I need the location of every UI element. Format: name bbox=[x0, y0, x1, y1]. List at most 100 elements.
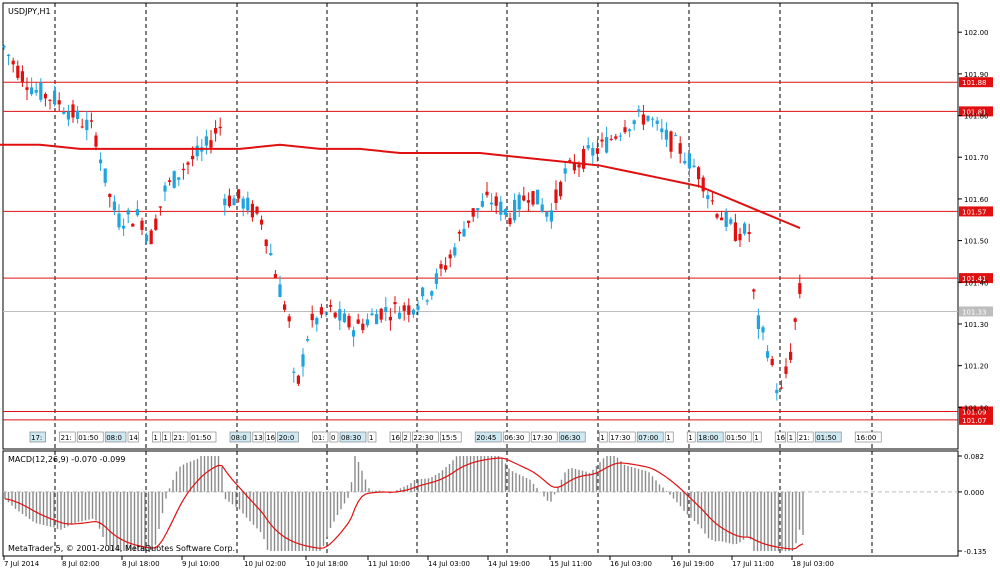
event-label-text: 1 bbox=[153, 434, 157, 442]
candle-body bbox=[16, 65, 20, 78]
price-tick-label: 101.80 bbox=[964, 113, 989, 121]
candle-body bbox=[402, 305, 406, 311]
event-label-text: 14 bbox=[129, 434, 138, 442]
event-label-box bbox=[189, 431, 217, 443]
candle-body bbox=[540, 204, 544, 212]
candle-body bbox=[375, 313, 379, 325]
event-label-text: 1 bbox=[754, 434, 758, 442]
event-label-box bbox=[530, 431, 558, 443]
event-label-box bbox=[312, 431, 329, 443]
time-tick-label: 8 Jul 02:00 bbox=[62, 560, 100, 568]
candle-body bbox=[513, 199, 517, 221]
candle-body bbox=[2, 45, 6, 48]
candle-body bbox=[131, 223, 135, 227]
price-tick-label: 102.00 bbox=[964, 29, 989, 37]
candle-body bbox=[112, 201, 116, 211]
candle-body bbox=[269, 253, 273, 256]
event-label-box bbox=[724, 431, 752, 443]
candle-body bbox=[467, 220, 471, 224]
copyright-text: MetaTrader 5, © 2001-2014, MetaQuotes So… bbox=[8, 544, 235, 553]
candle-body bbox=[287, 316, 291, 322]
candle-body bbox=[39, 82, 43, 100]
macd-histogram: 0.082 0.000 -0.135 bbox=[3, 453, 987, 556]
candle-body bbox=[738, 233, 742, 241]
candle-body bbox=[204, 136, 208, 146]
event-label-box bbox=[774, 431, 786, 443]
time-tick-label: 7 Jul 2014 bbox=[4, 560, 40, 568]
candle-body bbox=[246, 197, 250, 211]
candle-body bbox=[7, 54, 11, 57]
candle-body bbox=[554, 189, 558, 203]
event-label-text: 08:30 bbox=[341, 434, 361, 442]
candle-body bbox=[508, 218, 512, 225]
main-chart-frame bbox=[2, 2, 959, 450]
event-label-box bbox=[598, 431, 608, 443]
candle-body bbox=[453, 247, 457, 256]
candle-body bbox=[775, 389, 779, 394]
candle-body bbox=[490, 202, 494, 205]
candle-body bbox=[784, 366, 788, 374]
event-label-box bbox=[264, 431, 276, 443]
candle-body bbox=[25, 87, 29, 90]
candle-body bbox=[664, 129, 668, 140]
candle-body bbox=[53, 90, 57, 105]
level-price-label: 101.07 bbox=[962, 417, 987, 425]
candle-body bbox=[108, 194, 112, 198]
event-label-text: 1 bbox=[369, 434, 373, 442]
level-price-tag bbox=[959, 206, 993, 217]
event-label-box bbox=[474, 431, 502, 443]
candle-body bbox=[697, 167, 701, 180]
candle-body bbox=[89, 120, 93, 122]
candle-body bbox=[720, 217, 724, 221]
event-label-text: 01:50 bbox=[191, 434, 211, 442]
candle-body bbox=[591, 148, 595, 156]
candle-body bbox=[444, 265, 448, 270]
event-label-box bbox=[229, 431, 252, 443]
event-label-box bbox=[127, 431, 139, 443]
moving-average-line bbox=[0, 143, 801, 230]
candle-body bbox=[384, 307, 388, 313]
candle-body bbox=[522, 195, 526, 201]
time-tick-label: 10 Jul 18:00 bbox=[306, 560, 348, 568]
macd-frame bbox=[2, 450, 959, 557]
candle-body bbox=[641, 114, 645, 125]
event-label-box bbox=[696, 431, 724, 443]
time-tick-label: 8 Jul 18:00 bbox=[122, 560, 160, 568]
price-tick-label: 101.40 bbox=[964, 279, 989, 287]
candle-body bbox=[724, 211, 728, 227]
candle-body bbox=[430, 291, 434, 296]
time-tick-label: 16 Jul 19:00 bbox=[672, 560, 714, 568]
candle-body bbox=[577, 164, 581, 168]
time-tick-label: 18 Jul 03:00 bbox=[792, 560, 834, 568]
level-price-label: 101.41 bbox=[962, 275, 987, 283]
candle-body bbox=[209, 140, 213, 148]
candle-body bbox=[292, 371, 296, 373]
candle-body bbox=[549, 210, 553, 222]
candle-body bbox=[476, 208, 480, 211]
candle-body bbox=[480, 201, 484, 207]
candles bbox=[2, 44, 802, 401]
time-tick-label: 16 Jul 03:00 bbox=[610, 560, 652, 568]
candle-body bbox=[149, 230, 153, 245]
candle-body bbox=[756, 315, 760, 330]
candle-body bbox=[545, 212, 549, 217]
candle-body bbox=[283, 304, 287, 310]
candle-body bbox=[306, 339, 310, 341]
vertical-grid bbox=[54, 3, 873, 556]
macd-tick-label: 0.000 bbox=[964, 489, 984, 497]
current-price-label: 101.33 bbox=[962, 308, 987, 316]
price-tick-label: 101.20 bbox=[964, 363, 989, 371]
candle-body bbox=[526, 200, 530, 203]
candle-body bbox=[582, 149, 586, 169]
candle-body bbox=[669, 131, 673, 152]
candle-body bbox=[347, 316, 351, 328]
candle-body bbox=[232, 198, 236, 206]
candle-body bbox=[770, 358, 774, 366]
event-label-text: 20:0 bbox=[279, 434, 295, 442]
event-label-text: 18:00 bbox=[698, 434, 718, 442]
event-label-text: 17:30 bbox=[610, 434, 630, 442]
event-label-text: 16 bbox=[266, 434, 275, 442]
moving-average bbox=[0, 143, 801, 230]
